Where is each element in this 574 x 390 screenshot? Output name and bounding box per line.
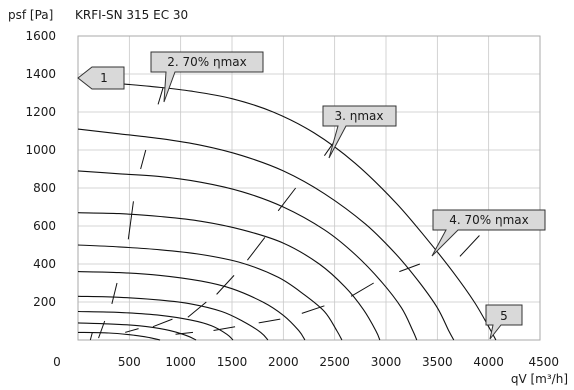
efficiency-tick xyxy=(213,326,236,331)
callout-label: 4. 70% ηmax xyxy=(449,213,529,227)
y-tick-label: 1000 xyxy=(25,143,56,157)
efficiency-tick xyxy=(399,263,421,273)
y-tick-label: 1600 xyxy=(25,29,56,43)
efficiency-tick xyxy=(140,149,147,170)
fan-curve xyxy=(77,212,381,341)
x-tick-label: 2500 xyxy=(319,355,350,369)
x-tick-label: 1000 xyxy=(165,355,196,369)
efficiency-tick xyxy=(459,235,480,257)
fan-curve xyxy=(77,310,234,341)
efficiency-tick xyxy=(152,318,173,328)
callout-box xyxy=(322,105,397,159)
x-tick-label: 500 xyxy=(118,355,141,369)
efficiency-tick xyxy=(127,201,134,240)
fan-curve xyxy=(77,244,343,341)
callout-label: 5 xyxy=(500,309,508,323)
fan-curve xyxy=(77,170,418,341)
efficiency-tick xyxy=(98,320,106,339)
y-tick-label: 1400 xyxy=(25,67,56,81)
x-tick-label: 0 xyxy=(53,355,61,369)
x-tick-label: 3500 xyxy=(422,355,453,369)
callout-box xyxy=(431,209,546,257)
efficiency-tick xyxy=(125,328,139,333)
chart-title: KRFI-SN 315 EC 30 xyxy=(75,8,188,22)
efficiency-tick xyxy=(175,331,194,335)
efficiency-tick xyxy=(157,87,164,105)
x-tick-label: 2000 xyxy=(268,355,299,369)
y-axis-label: psf [Pa] xyxy=(8,8,53,22)
efficiency-tick xyxy=(187,301,207,318)
efficiency-tick xyxy=(111,282,118,305)
callout-label: 1 xyxy=(100,71,108,85)
fan-curve xyxy=(77,295,269,341)
fan-curve xyxy=(77,128,455,341)
callout-label: 3. ηmax xyxy=(334,109,383,123)
fan-curve xyxy=(77,322,197,341)
y-tick-labels: 200 400 600 800 1000 1200 1400 1600 xyxy=(25,29,56,309)
efficiency-tick xyxy=(350,282,374,297)
y-tick-label: 600 xyxy=(33,219,56,233)
x-axis-label: qV [m³/h] xyxy=(511,372,568,386)
x-tick-label: 1500 xyxy=(217,355,248,369)
efficiency-tick xyxy=(301,305,325,314)
efficiency-tick xyxy=(216,275,235,295)
x-tick-labels: 0 500 1000 1500 2000 2500 3000 3500 4000 4500 xyxy=(53,355,559,369)
efficiency-tick xyxy=(247,237,266,261)
callout-box xyxy=(485,304,523,340)
y-tick-label: 1200 xyxy=(25,105,56,119)
efficiency-tick xyxy=(258,318,281,324)
fan-curve xyxy=(77,331,161,341)
y-tick-label: 400 xyxy=(33,257,56,271)
efficiency-tick xyxy=(277,187,297,212)
y-tick-label: 200 xyxy=(33,295,56,309)
plot-frame xyxy=(77,35,541,341)
x-tick-label: 3000 xyxy=(371,355,402,369)
fan-curve xyxy=(77,271,306,341)
grid xyxy=(78,36,540,340)
callout-label: 2. 70% ηmax xyxy=(167,55,247,69)
efficiency-ticks xyxy=(89,87,480,341)
y-tick-label: 800 xyxy=(33,181,56,195)
fan-curves xyxy=(77,77,497,341)
callout-box xyxy=(77,66,125,90)
x-tick-label: 4500 xyxy=(528,355,559,369)
x-tick-label: 4000 xyxy=(473,355,504,369)
efficiency-tick xyxy=(89,332,93,341)
callouts: 1 2. 70% ηmax 3. ηmax 4. 70% ηmax 5 xyxy=(77,51,546,340)
callout-box xyxy=(150,51,264,103)
